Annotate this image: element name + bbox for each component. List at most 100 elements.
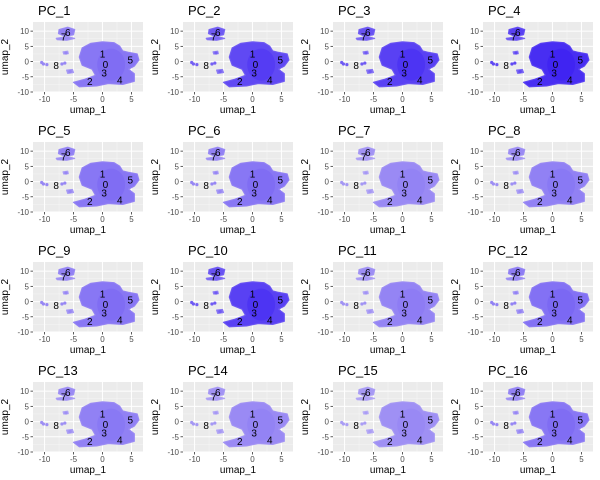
y-tick-label: -10 xyxy=(167,448,179,457)
cluster-label: 8 xyxy=(353,181,359,192)
cluster-7-blob xyxy=(505,156,526,161)
x-tick-label: 5 xyxy=(429,95,434,104)
cluster-7-blob xyxy=(55,396,76,401)
data-point xyxy=(64,171,68,175)
y-axis-label: umap_2 xyxy=(300,278,311,315)
feature-panel: PC_1 0 1 2 3 4 5 6 7 8 -10 -5 0 5 -10 -5 0 5 10 umap_1 umap_… xyxy=(0,0,150,120)
cluster-label: 4 xyxy=(267,435,273,446)
cluster-label: 8 xyxy=(53,301,59,312)
y-tick-label: -10 xyxy=(167,88,179,97)
x-tick-label: -10 xyxy=(339,95,351,104)
cluster-6-blob xyxy=(507,266,526,277)
cluster-label: 5 xyxy=(277,56,283,67)
x-tick-label: -5 xyxy=(220,95,228,104)
data-point xyxy=(218,190,222,194)
data-point xyxy=(345,423,349,427)
cluster-label: 1 xyxy=(250,49,256,60)
data-point xyxy=(40,300,44,305)
cluster-7-blob xyxy=(205,396,226,401)
feature-panel: PC_15 0 1 2 3 4 5 6 7 8 -10 -5 0 5 -10 -5 0 5 10 umap_1 umap… xyxy=(300,360,450,480)
cluster-label: 8 xyxy=(503,301,509,312)
data-point xyxy=(214,411,218,415)
cluster-label: 0 xyxy=(403,300,409,311)
data-point xyxy=(514,291,518,295)
y-tick-label: 10 xyxy=(470,27,479,36)
x-tick-label: 5 xyxy=(129,215,134,224)
y-tick-label: -10 xyxy=(17,328,29,337)
y-tick-label: -5 xyxy=(22,73,30,82)
data-point xyxy=(195,183,199,187)
cluster-label: 7 xyxy=(511,393,517,404)
y-tick-label: 5 xyxy=(475,282,480,291)
x-tick-label: -5 xyxy=(370,215,378,224)
x-tick-label: -5 xyxy=(520,455,528,464)
cluster-7-blob xyxy=(505,36,526,41)
data-point xyxy=(513,421,517,425)
x-tick-label: 5 xyxy=(129,455,134,464)
panel-title: PC_5 xyxy=(38,123,71,138)
cluster-label: 0 xyxy=(103,300,109,311)
cluster-label: 8 xyxy=(503,181,509,192)
cluster-label: 2 xyxy=(87,317,93,328)
data-point xyxy=(518,310,522,314)
cluster-6-blob xyxy=(357,266,376,277)
cluster-label: 5 xyxy=(127,56,133,67)
x-axis-label: umap_1 xyxy=(220,345,257,356)
data-point xyxy=(40,420,44,425)
cluster-label: 8 xyxy=(353,301,359,312)
cluster-label: 3 xyxy=(401,309,407,320)
data-point xyxy=(364,291,368,295)
x-tick-label: 5 xyxy=(129,335,134,344)
panel-title: PC_14 xyxy=(188,363,228,378)
cluster-label: 3 xyxy=(101,189,107,200)
cluster-shading xyxy=(97,168,126,201)
cluster-label: 7 xyxy=(511,33,517,44)
x-tick-label: 0 xyxy=(250,335,255,344)
feature-panel: PC_11 0 1 2 3 4 5 6 7 8 -10 -5 0 5 -10 -5 0 5 10 umap_1 umap… xyxy=(300,240,450,360)
cluster-shading xyxy=(247,288,276,321)
cluster-shading xyxy=(97,48,126,81)
cluster-label: 1 xyxy=(100,169,106,180)
y-tick-label: 10 xyxy=(170,387,179,396)
data-point xyxy=(368,310,372,314)
y-tick-label: 5 xyxy=(175,42,180,51)
cluster-label: 8 xyxy=(353,421,359,432)
x-axis-label: umap_1 xyxy=(220,105,257,116)
data-point xyxy=(195,303,199,307)
x-axis-label: umap_1 xyxy=(370,465,407,476)
cluster-label: 2 xyxy=(537,317,543,328)
data-point xyxy=(45,63,49,67)
data-point xyxy=(345,303,349,307)
cluster-label: 7 xyxy=(211,393,217,404)
y-tick-label: -10 xyxy=(467,208,479,217)
y-tick-label: -10 xyxy=(467,328,479,337)
cluster-label: 7 xyxy=(211,273,217,284)
data-point xyxy=(190,60,194,65)
data-point xyxy=(60,182,64,186)
data-point xyxy=(363,181,367,185)
y-tick-label: 10 xyxy=(470,147,479,156)
x-tick-label: -10 xyxy=(189,335,201,344)
cluster-shading xyxy=(397,288,426,321)
cluster-label: 6 xyxy=(215,388,221,399)
x-tick-label: 0 xyxy=(100,215,105,224)
data-point xyxy=(363,61,367,65)
cluster-label: 4 xyxy=(117,435,123,446)
cluster-6-blob xyxy=(357,146,376,157)
cluster-7-blob xyxy=(355,276,376,281)
y-tick-label: -5 xyxy=(22,313,30,322)
data-point xyxy=(64,51,68,55)
cluster-label: 0 xyxy=(403,180,409,191)
cluster-label: 8 xyxy=(203,181,209,192)
x-tick-label: -10 xyxy=(489,335,501,344)
y-tick-label: 0 xyxy=(25,58,30,67)
data-point xyxy=(360,302,364,306)
y-tick-label: 5 xyxy=(175,402,180,411)
feature-panel: PC_3 0 1 2 3 4 5 6 7 8 -10 -5 0 5 -10 -5 0 5 10 umap_1 umap_… xyxy=(300,0,450,120)
data-point xyxy=(63,301,67,305)
y-tick-label: -5 xyxy=(172,73,180,82)
cluster-7-blob xyxy=(55,36,76,41)
cluster-label: 0 xyxy=(553,180,559,191)
cluster-shading xyxy=(97,288,126,321)
cluster-shading xyxy=(247,48,276,81)
